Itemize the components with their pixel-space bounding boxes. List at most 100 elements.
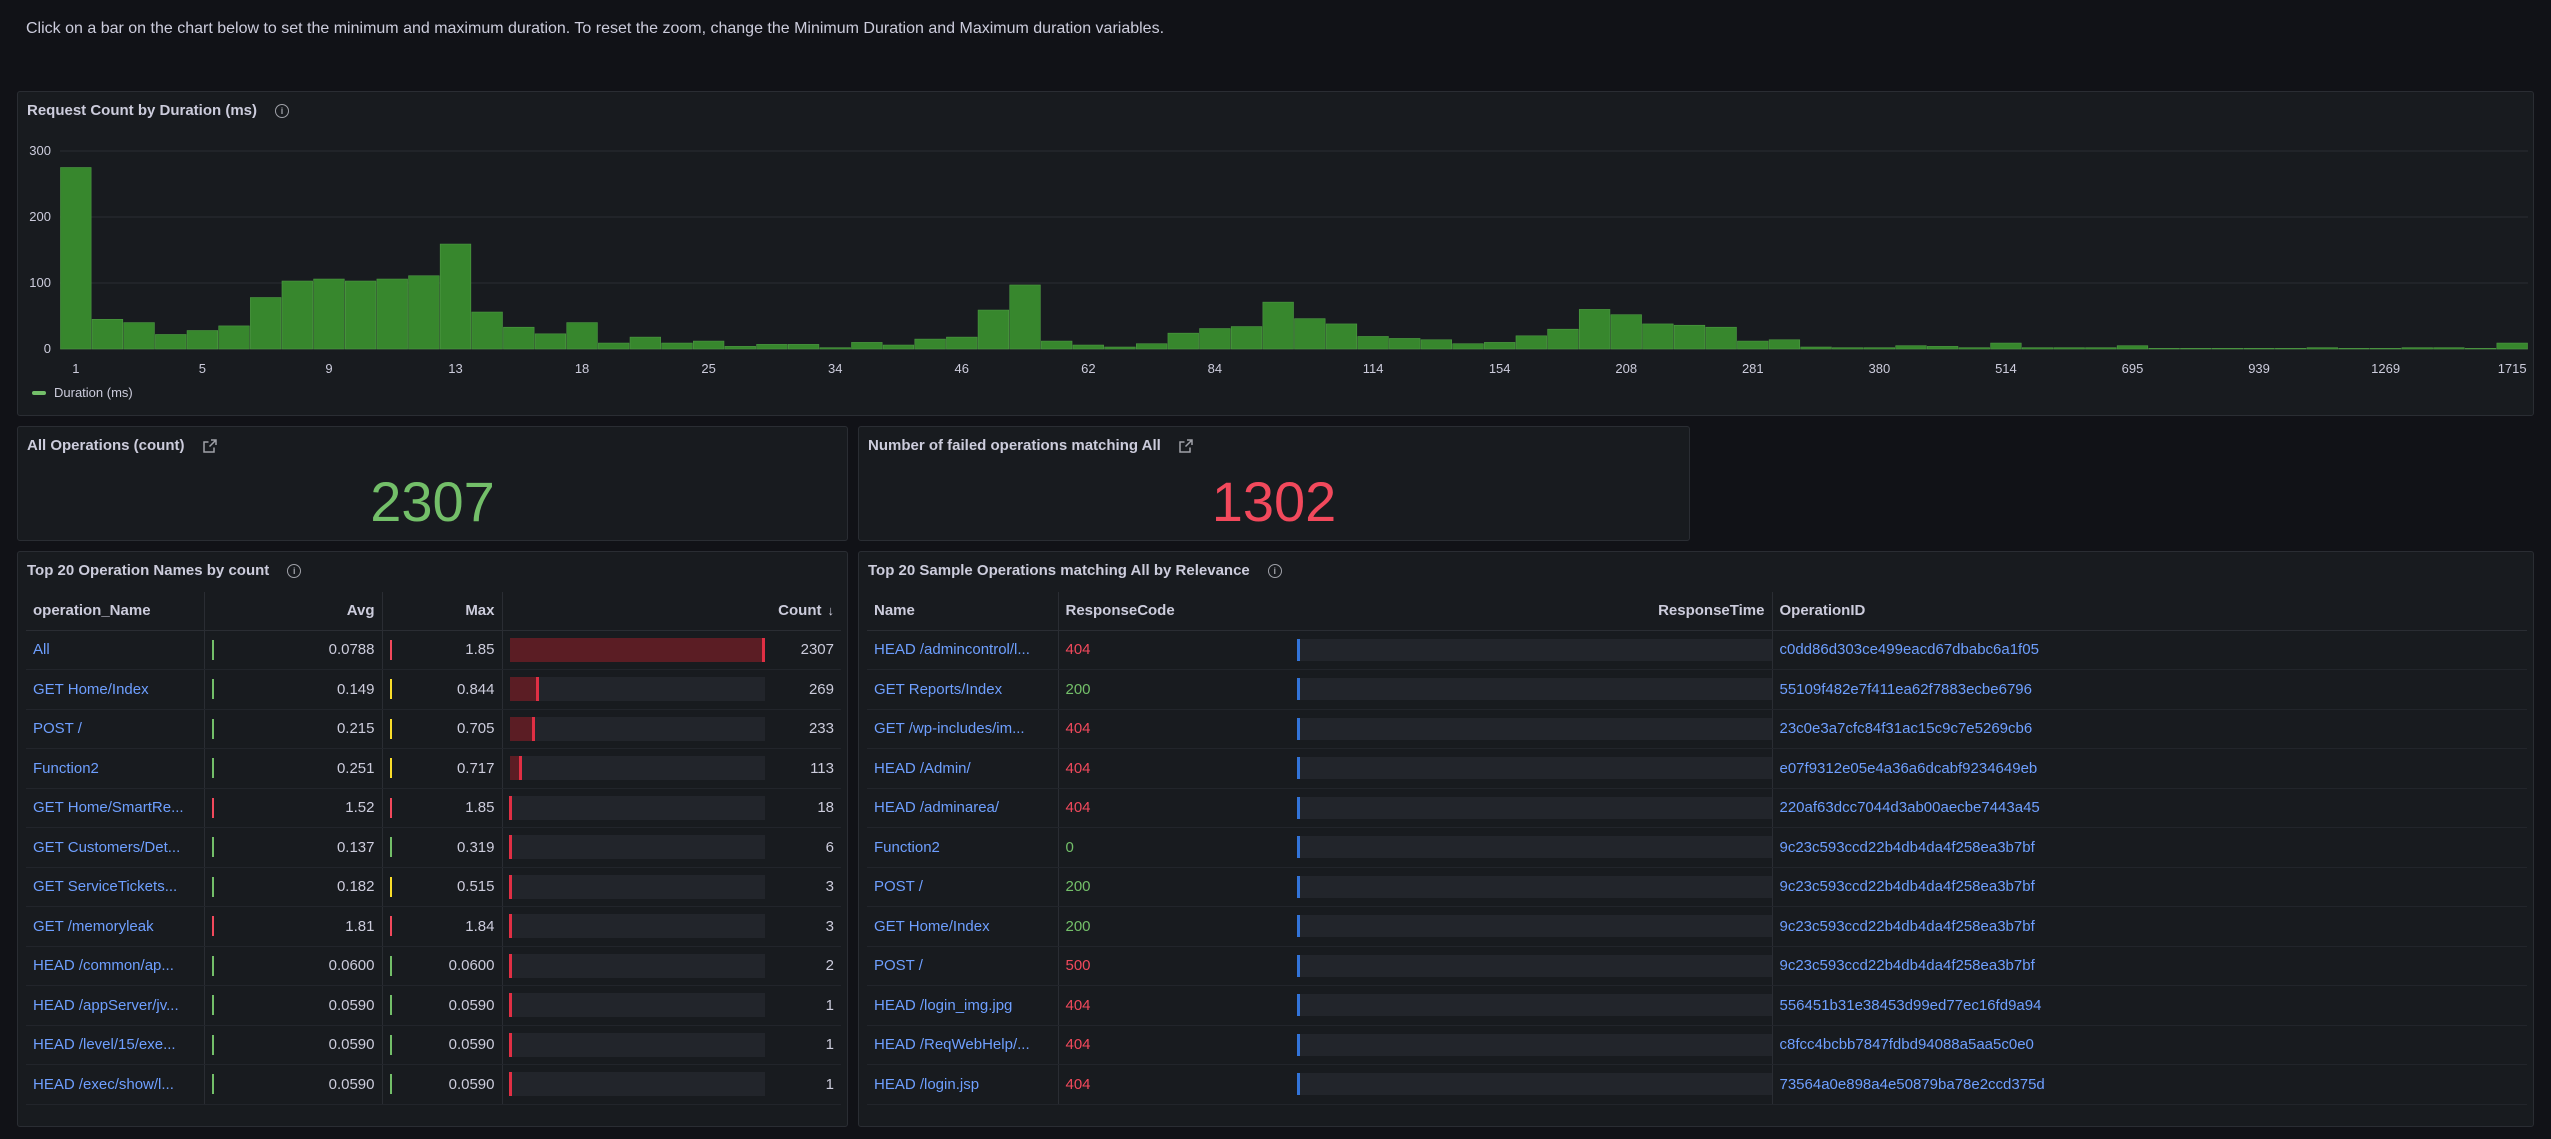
operation-name-link[interactable]: GET Home/Index: [33, 680, 149, 698]
histogram-bar[interactable]: [2116, 345, 2149, 350]
histogram-legend[interactable]: Duration (ms): [32, 385, 133, 400]
histogram-bar[interactable]: [1642, 323, 1674, 350]
table-row[interactable]: POST / 500 689 9c23c593ccd22b4db4da4f258ea3…: [867, 946, 2527, 986]
histogram-bar[interactable]: [2053, 347, 2085, 350]
operation-name-link[interactable]: POST /: [874, 957, 923, 975]
histogram-bar[interactable]: [376, 278, 408, 350]
histogram-bar[interactable]: [1135, 343, 1168, 350]
operation-id-cell[interactable]: 9c23c593ccd22b4db4da4f258ea3b7bf: [1772, 946, 2527, 986]
histogram-bar[interactable]: [60, 167, 92, 350]
operation-name-link[interactable]: HEAD /Admin/: [874, 759, 971, 777]
name-cell[interactable]: HEAD /ReqWebHelp/...: [867, 1025, 1059, 1065]
operation-id-link[interactable]: 9c23c593ccd22b4db4da4f258ea3b7bf: [1779, 838, 2035, 856]
operation-name-cell[interactable]: HEAD /level/15/exe...: [26, 1025, 205, 1065]
operation-name-cell[interactable]: POST /: [26, 709, 205, 749]
histogram-bar[interactable]: [503, 326, 535, 350]
operation-name-link[interactable]: GET /wp-includes/im...: [874, 720, 1025, 738]
histogram-bar[interactable]: [155, 334, 187, 350]
operation-name-link[interactable]: Function2: [33, 759, 99, 777]
table-row[interactable]: GET Home/Index 0.149 0.844 269: [26, 669, 841, 710]
name-cell[interactable]: HEAD /login.jsp: [867, 1064, 1059, 1105]
histogram-bar[interactable]: [1832, 347, 1864, 350]
table-row[interactable]: HEAD /adminarea/404 22 220af63dcc7044d3ab0…: [867, 788, 2527, 828]
histogram-bar[interactable]: [1104, 346, 1136, 350]
table-row[interactable]: HEAD /common/ap... 0.0600 0.0600 2: [26, 946, 841, 986]
histogram-bar[interactable]: [534, 333, 567, 350]
operation-name-cell[interactable]: GET ServiceTickets...: [26, 867, 205, 907]
info-icon[interactable]: i: [275, 103, 290, 118]
col-header-avg[interactable]: Avg: [204, 592, 383, 631]
histogram-bar[interactable]: [882, 344, 915, 350]
name-cell[interactable]: POST /: [867, 867, 1059, 907]
name-cell[interactable]: GET Home/Index: [867, 906, 1059, 947]
histogram-bar[interactable]: [1389, 338, 1421, 350]
histogram-bar[interactable]: [1800, 346, 1832, 350]
histogram-bar[interactable]: [1199, 328, 1231, 350]
operation-id-link[interactable]: 9c23c593ccd22b4db4da4f258ea3b7bf: [1779, 957, 2035, 975]
operation-name-link[interactable]: HEAD /common/ap...: [33, 957, 174, 975]
name-cell[interactable]: HEAD /login_img.jpg: [867, 985, 1059, 1026]
histogram-bar[interactable]: [2401, 347, 2433, 350]
histogram-bar[interactable]: [2243, 348, 2275, 350]
histogram-bar[interactable]: [1009, 284, 1041, 350]
table-row[interactable]: HEAD /ReqWebHelp/... 404 12 c8fcc4bcbb7847f…: [867, 1025, 2527, 1065]
operation-id-link[interactable]: 9c23c593ccd22b4db4da4f258ea3b7bf: [1779, 917, 2035, 935]
histogram-bar[interactable]: [2085, 347, 2117, 350]
histogram-bar[interactable]: [1325, 323, 1358, 350]
histogram-chart[interactable]: 0 100 200 300 1 5 9 13 18 25 34 46 62 84 114 154 208 281 3…: [18, 92, 2535, 382]
histogram-bar[interactable]: [408, 275, 440, 350]
histogram-bar[interactable]: [1041, 340, 1073, 350]
table-row[interactable]: HEAD /login.jsp 404 10 73564a0e898a4e50879b…: [867, 1064, 2527, 1105]
name-cell[interactable]: GET Reports/Index: [867, 669, 1059, 710]
operation-id-cell[interactable]: 556451b31e38453d99ed77ec16fd9a94: [1772, 985, 2527, 1026]
operation-name-link[interactable]: GET /memoryleak: [33, 917, 154, 935]
external-link-icon[interactable]: [1179, 438, 1193, 453]
histogram-bar[interactable]: [1673, 324, 1706, 350]
histogram-bar[interactable]: [1990, 342, 2022, 350]
name-cell[interactable]: GET /wp-includes/im...: [867, 709, 1059, 749]
histogram-bar[interactable]: [186, 330, 219, 350]
operation-name-link[interactable]: HEAD /login.jsp: [874, 1075, 980, 1093]
table-row[interactable]: All 0.0788 1.85 2307: [26, 630, 841, 670]
table-row[interactable]: GET Home/SmartRe... 1.52 1.85 18: [26, 788, 841, 828]
histogram-bar[interactable]: [1895, 345, 1927, 350]
histogram-bar[interactable]: [1705, 326, 1737, 350]
operation-name-cell[interactable]: GET Home/Index: [26, 669, 205, 710]
histogram-bar[interactable]: [693, 340, 725, 350]
table-row[interactable]: GET /wp-includes/im... 404 1 23c0e3a7cfc84f…: [867, 709, 2527, 749]
operation-id-link[interactable]: e07f9312e05e4a36a6dcabf9234649eb: [1779, 759, 2038, 777]
histogram-bar[interactable]: [218, 325, 250, 350]
histogram-bar[interactable]: [250, 297, 282, 350]
histogram-bar[interactable]: [629, 336, 661, 350]
operation-id-link[interactable]: 556451b31e38453d99ed77ec16fd9a94: [1779, 996, 2042, 1014]
col-header-max[interactable]: Max: [382, 592, 503, 631]
operation-name-link[interactable]: POST /: [33, 720, 82, 738]
operation-name-link[interactable]: HEAD /admincontrol/l...: [874, 641, 1030, 659]
operation-id-cell[interactable]: 73564a0e898a4e50879ba78e2ccd375d: [1772, 1064, 2527, 1105]
name-cell[interactable]: HEAD /admincontrol/l...: [867, 630, 1059, 670]
table-row[interactable]: GET Home/Index 200 107 9c23c593ccd22b4db4da…: [867, 906, 2527, 947]
histogram-bar[interactable]: [946, 336, 978, 350]
histogram-bar[interactable]: [977, 309, 1010, 350]
operation-id-cell[interactable]: c8fcc4bcbb7847fdbd94088a5aa5c0e0: [1772, 1025, 2527, 1065]
operation-id-cell[interactable]: 55109f482e7f411ea62f7883ecbe6796: [1772, 669, 2527, 710]
operation-name-link[interactable]: GET Home/Index: [874, 917, 990, 935]
name-cell[interactable]: HEAD /adminarea/: [867, 788, 1059, 828]
table-row[interactable]: GET Customers/Det... 0.137 0.319 6: [26, 827, 841, 868]
histogram-bar[interactable]: [1958, 347, 1990, 350]
name-cell[interactable]: HEAD /Admin/: [867, 748, 1059, 789]
histogram-bar[interactable]: [1927, 346, 1959, 350]
histogram-bar[interactable]: [91, 319, 124, 350]
col-header-response-time[interactable]: ResponseTime: [1290, 592, 1773, 631]
operation-id-link[interactable]: 220af63dcc7044d3ab00aecbe7443a45: [1779, 799, 2040, 817]
operation-name-link[interactable]: HEAD /adminarea/: [874, 799, 1000, 817]
operation-id-link[interactable]: 9c23c593ccd22b4db4da4f258ea3b7bf: [1779, 878, 2035, 896]
operation-name-link[interactable]: All: [33, 641, 50, 659]
histogram-bar[interactable]: [2433, 347, 2465, 350]
operation-id-cell[interactable]: 9c23c593ccd22b4db4da4f258ea3b7bf: [1772, 827, 2527, 868]
operation-name-link[interactable]: HEAD /appServer/jv...: [33, 996, 179, 1014]
operation-name-link[interactable]: HEAD /exec/show/l...: [33, 1075, 174, 1093]
histogram-bar[interactable]: [2338, 348, 2370, 350]
histogram-bar[interactable]: [2369, 348, 2402, 350]
table-row[interactable]: HEAD /exec/show/l... 0.0590 0.0590 1: [26, 1064, 841, 1105]
